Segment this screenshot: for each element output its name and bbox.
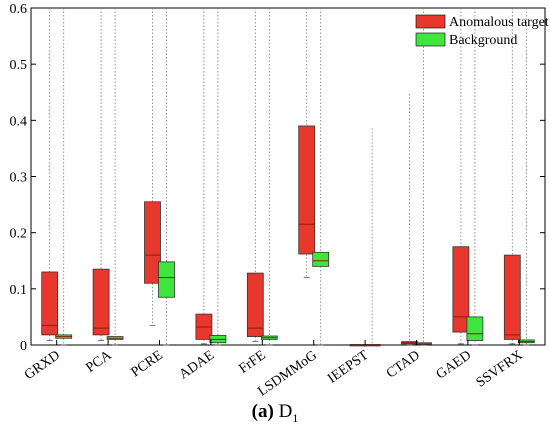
box-background [158,261,175,298]
box-background [466,316,484,341]
y-tick-label: 0.3 [10,171,28,186]
box-anomalous [41,271,59,336]
legend-label-anomalous: Anomalous target [449,15,549,30]
x-tick-label: PCA [83,347,115,375]
y-tick-label: 0.2 [10,227,28,242]
figure-caption: (a) D1 [0,401,550,426]
y-tick-label: 0.4 [10,114,28,129]
y-tick-label: 0 [20,339,27,354]
y-tick-label: 0.1 [10,283,28,298]
box-anomalous [298,125,316,255]
x-tick-label: SSVFRX [474,348,526,391]
x-tick-label: CTAD [384,348,423,382]
legend-label-background: Background [449,33,517,48]
x-tick-label: PCRE [129,348,166,380]
x-tick-label: ADAE [177,348,217,383]
x-tick-label: IEEPST [325,348,372,387]
caption-text: D [278,401,293,422]
legend: Anomalous target Background [415,14,549,48]
legend-swatch-background [415,32,446,47]
box-anomalous [92,268,110,336]
caption-label: (a) [251,401,274,422]
x-tick-label: FrFE [236,348,268,377]
y-tick-label: 0.6 [10,2,28,17]
box-background [312,251,330,267]
y-axis: 0 0.1 0.2 0.3 0.4 0.5 0.6 [10,2,545,354]
boxplot-chart: 00.10.20.30.40.50.6 GRXD PCA PCRE ADAE FrFEL… [10,2,549,400]
caption-subscript: 1 [292,410,299,425]
box-anomalous [144,201,161,284]
x-tick-label: GAED [434,348,474,383]
box-anomalous [503,254,521,340]
box-anomalous [246,272,264,337]
y-tick-label: 0.5 [10,58,28,73]
box-anomalous [452,246,470,333]
box-series [41,8,535,347]
x-tick-label: GRXD [22,348,63,383]
legend-swatch-anomalous [415,14,446,29]
